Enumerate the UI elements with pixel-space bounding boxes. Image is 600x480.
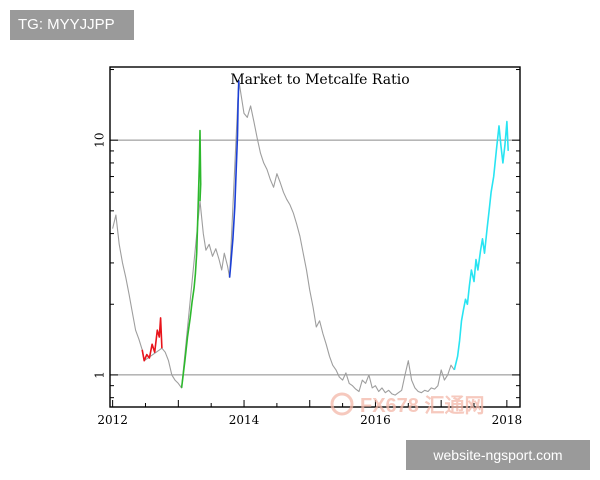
watermark-logo-text: FX678 汇通网: [360, 394, 484, 417]
series-line-gray: [112, 79, 455, 396]
y-tick-label-0: 1: [93, 371, 107, 379]
watermark-logo-icon: [330, 392, 354, 416]
chart-title: Market to Metcalfe Ratio: [230, 72, 409, 88]
tag-overlay-label: TG: MYYJJPP: [10, 10, 134, 40]
x-tick-label-1: 2014: [229, 413, 260, 427]
y-tick-label-1: 10: [93, 133, 107, 148]
x-tick-label-2: 2016: [360, 413, 391, 427]
series-line-green: [180, 129, 202, 388]
x-tick-label-0: 2012: [97, 413, 128, 427]
series-line-red: [141, 317, 163, 362]
axis-ticks: [110, 69, 520, 407]
axis-labels: 2012 2014 2016 2018 1 10: [93, 133, 523, 427]
series-group: [112, 79, 509, 396]
x-tick-label-3: 2018: [492, 413, 523, 427]
website-overlay-label: website-ngsport.com: [406, 440, 590, 470]
gridlines: [110, 139, 520, 376]
plot-frame: [109, 66, 521, 408]
series-line-cyan: [453, 120, 509, 371]
series-line-blue: [228, 80, 240, 278]
